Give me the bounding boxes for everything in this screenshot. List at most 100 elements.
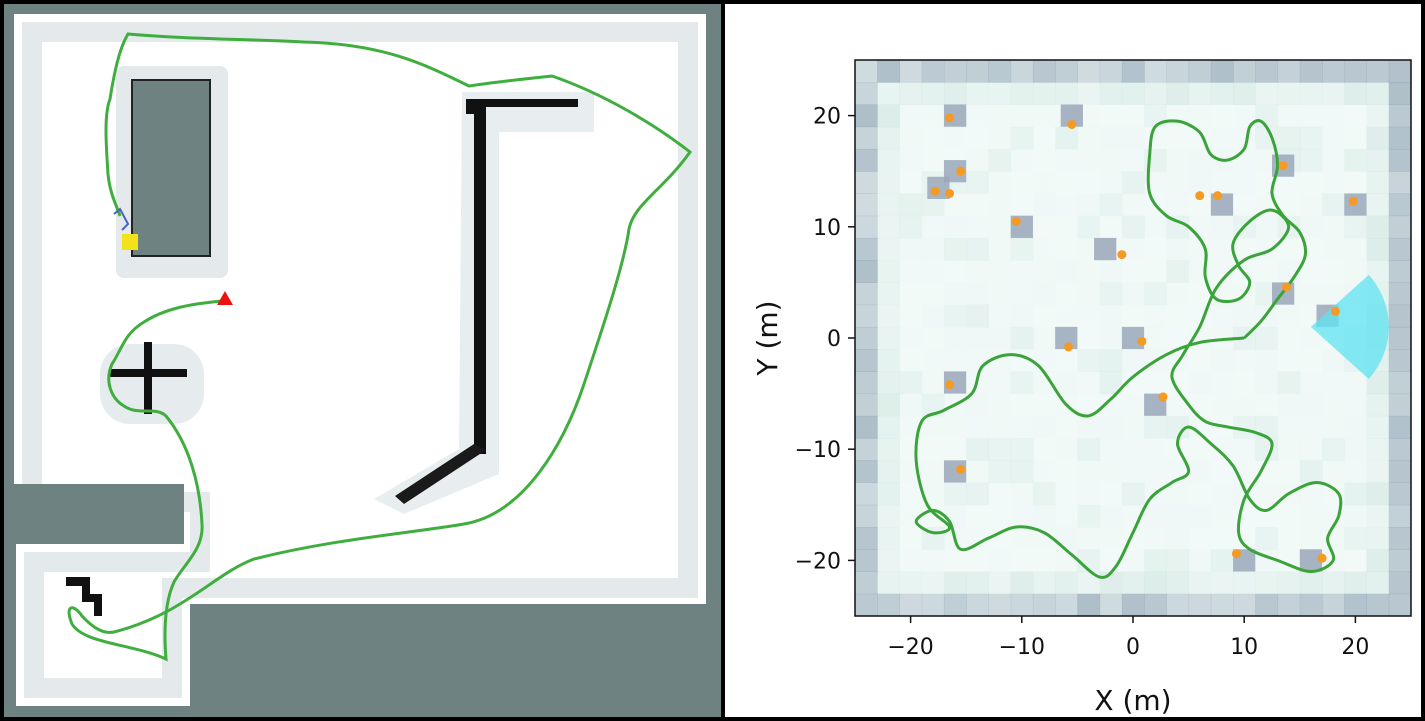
y-axis-ticks: −20 −10 0 10 20 xyxy=(795,105,855,574)
map-cell xyxy=(966,549,989,572)
map-cell xyxy=(1299,571,1323,595)
map-cell xyxy=(1211,505,1234,528)
map-cell xyxy=(1077,127,1100,150)
map-cell xyxy=(1077,349,1101,372)
map-cell xyxy=(1144,260,1167,283)
map-cell xyxy=(988,371,1011,394)
map-cell xyxy=(1277,393,1301,417)
map-cell xyxy=(944,349,967,372)
map-cell xyxy=(966,193,989,216)
map-cell xyxy=(1099,415,1123,439)
map-cell xyxy=(922,149,945,172)
map-cell xyxy=(922,349,945,372)
map-cell xyxy=(1277,82,1301,105)
map-cell xyxy=(1255,460,1278,483)
map-cell xyxy=(922,505,945,528)
map-cell xyxy=(1077,171,1100,194)
map-cell xyxy=(1255,483,1278,506)
map-cell xyxy=(1299,593,1323,616)
map-cell xyxy=(1033,327,1056,350)
map-cell xyxy=(944,416,967,439)
landmark-point xyxy=(1278,161,1288,171)
map-cell xyxy=(1122,460,1145,483)
map-cell xyxy=(1388,82,1411,105)
grey-bar xyxy=(14,484,184,544)
map-cell xyxy=(1166,504,1190,528)
map-cell xyxy=(1100,104,1123,127)
map-cell xyxy=(966,282,989,306)
map-cell xyxy=(1011,483,1034,506)
obstacle-cell xyxy=(1055,326,1078,350)
map-cell xyxy=(1144,571,1167,595)
map-cell xyxy=(1033,349,1056,372)
map-cell xyxy=(877,460,900,484)
map-cell xyxy=(899,483,922,506)
map-cell xyxy=(988,260,1011,283)
map-cell xyxy=(943,82,967,105)
y-tick-label: 20 xyxy=(813,105,841,130)
map-cell xyxy=(966,304,989,328)
map-cell xyxy=(1011,260,1034,283)
map-cell xyxy=(944,549,967,572)
map-cell xyxy=(1366,148,1390,172)
map-cell xyxy=(855,304,878,328)
map-cell xyxy=(855,504,878,528)
map-cell xyxy=(988,282,1011,305)
map-cell xyxy=(1010,438,1034,461)
map-cell xyxy=(1322,82,1345,105)
map-cell xyxy=(1188,60,1212,83)
map-cell xyxy=(1122,282,1145,305)
map-cell xyxy=(1366,371,1390,395)
map-cell xyxy=(1344,460,1367,483)
map-cell xyxy=(1077,371,1100,394)
map-cell xyxy=(1144,238,1167,261)
map-cell xyxy=(1189,505,1212,528)
map-cell xyxy=(1055,371,1078,395)
y-tick-label: −20 xyxy=(795,549,841,574)
map-cell xyxy=(1011,527,1034,550)
map-cell xyxy=(1166,483,1189,506)
map-cell xyxy=(1300,371,1323,394)
map-cell xyxy=(1032,504,1056,528)
map-cell xyxy=(1010,60,1034,83)
diagonal-wall-obstacle xyxy=(395,444,486,504)
map-cell xyxy=(855,460,878,484)
map-cell xyxy=(1166,260,1190,283)
map-cell xyxy=(899,127,922,150)
map-cell xyxy=(1322,238,1345,261)
map-cell xyxy=(943,282,967,306)
map-cell xyxy=(1344,104,1367,127)
map-cell xyxy=(1055,483,1078,506)
map-cell xyxy=(1100,460,1123,483)
map-cell xyxy=(1166,237,1190,261)
map-cell xyxy=(899,237,923,261)
map-cell xyxy=(1322,571,1345,595)
map-cell xyxy=(1277,593,1301,616)
map-cell xyxy=(1255,394,1278,417)
map-cell xyxy=(1255,326,1279,350)
map-cell xyxy=(1144,305,1167,328)
map-cell xyxy=(1032,282,1056,306)
map-cell xyxy=(966,82,989,105)
l-wall-obstacle xyxy=(466,99,578,454)
map-cell xyxy=(855,371,878,395)
map-cell xyxy=(1189,216,1212,239)
map-cell xyxy=(1277,60,1301,83)
map-cell xyxy=(1077,215,1101,239)
map-cell xyxy=(1300,416,1323,439)
map-cell xyxy=(1032,571,1056,595)
map-cell xyxy=(1188,460,1212,484)
landmark-point xyxy=(945,188,955,198)
map-cell xyxy=(1077,305,1100,328)
map-cell xyxy=(899,593,923,616)
map-cell xyxy=(1010,326,1034,350)
map-cell xyxy=(1255,82,1279,105)
map-cell xyxy=(1166,549,1190,573)
map-cell xyxy=(1033,460,1056,483)
map-cell xyxy=(1122,260,1145,283)
map-cell xyxy=(1300,438,1323,461)
map-cell xyxy=(1255,415,1279,439)
map-cell xyxy=(1255,349,1279,372)
map-cell xyxy=(1122,104,1145,127)
map-cell xyxy=(1366,215,1390,239)
